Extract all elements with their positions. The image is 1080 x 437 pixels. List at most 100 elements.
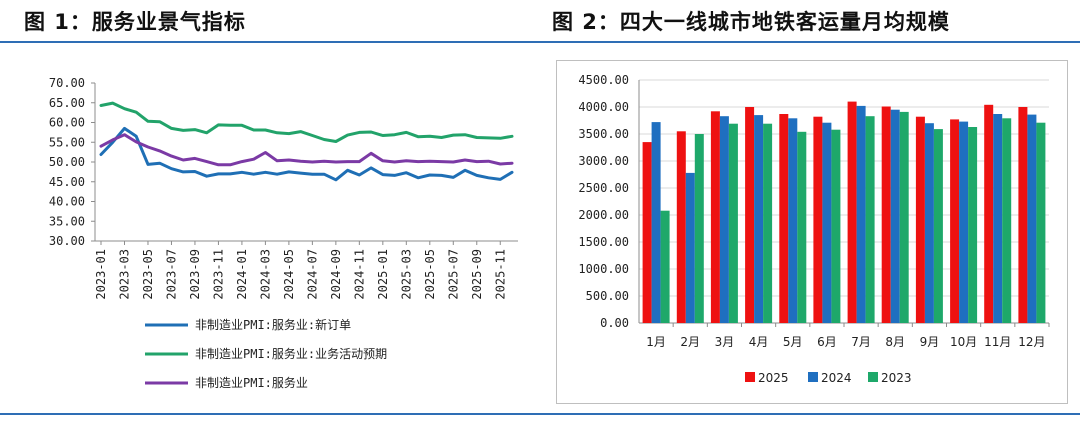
bar-2023-3 xyxy=(728,123,738,323)
x-tick-label: 2023-09 xyxy=(188,249,202,300)
y-tick-label: 0.00 xyxy=(600,316,629,330)
y-tick-label: 4000.00 xyxy=(578,100,629,114)
bar-2025-12 xyxy=(1018,107,1028,323)
right-chart-frame: 0.00 500.00 1000.00 1500.00 2000.00 2500.00 30… xyxy=(556,60,1068,404)
bar-2024-3 xyxy=(719,116,729,323)
x-category-label: 3月 xyxy=(715,335,735,349)
y-tick-label: 3000.00 xyxy=(578,154,629,168)
left-chart-title: 图 1：服务业景气指标 xyxy=(24,10,246,34)
bar-2025-8 xyxy=(881,106,891,323)
bar-2025-9 xyxy=(915,116,925,323)
bar-2023-12 xyxy=(1036,122,1046,323)
bar-2025-5 xyxy=(779,114,789,323)
x-tick-label: 2024-03 xyxy=(258,249,272,300)
x-tick-label: 2023-05 xyxy=(141,249,155,300)
x-tick-label: 2024-09 xyxy=(329,249,343,300)
y-tick-label: 45.00 xyxy=(49,175,85,189)
y-tick-label: 65.00 xyxy=(49,96,85,110)
legend-label-2024: 2024 xyxy=(821,371,852,385)
y-tick-label: 2000.00 xyxy=(578,208,629,222)
y-tick-label: 2500.00 xyxy=(578,181,629,195)
x-category-label: 1月 xyxy=(646,335,666,349)
y-tick-label: 60.00 xyxy=(49,116,85,130)
bar-2025-11 xyxy=(984,104,994,323)
bar-2024-12 xyxy=(1027,114,1037,323)
bar-2024-2 xyxy=(685,172,695,323)
y-tick-label: 55.00 xyxy=(49,135,85,149)
legend-label-2025: 2025 xyxy=(758,371,789,385)
series-line-3 xyxy=(99,133,514,167)
x-tick-label: 2024-05 xyxy=(282,249,296,300)
bar-2025-10 xyxy=(950,119,960,324)
bar-2025-1 xyxy=(642,142,652,323)
y-tick-label: 70.00 xyxy=(49,76,85,90)
left-chart-frame: 30.00 35.00 40.00 45.00 50.00 55.00 60.00 65.00… xyxy=(24,60,531,404)
bar-2025-7 xyxy=(847,101,857,323)
legend-label-1: 非制造业PMI:服务业:新订单 xyxy=(195,317,351,332)
bar-2023-2 xyxy=(694,134,704,323)
bar-2023-9 xyxy=(933,129,943,323)
y-tick-label: 30.00 xyxy=(49,234,85,248)
x-category-label: 10月 xyxy=(950,335,977,349)
y-tick-label: 4500.00 xyxy=(578,73,629,87)
y-tick-label: 1500.00 xyxy=(578,235,629,249)
bar-2024-7 xyxy=(856,105,866,324)
x-tick-label: 2025-09 xyxy=(470,249,484,300)
bar-2023-11 xyxy=(1002,118,1012,323)
y-tick-label: 40.00 xyxy=(49,195,85,209)
bar-2024-5 xyxy=(788,118,798,323)
x-category-label: 11月 xyxy=(984,335,1011,349)
x-category-label: 9月 xyxy=(920,335,940,349)
x-category-label: 4月 xyxy=(749,335,769,349)
x-tick-label: 2023-03 xyxy=(117,249,131,300)
bar-2023-7 xyxy=(865,116,875,323)
x-tick-label: 2023-11 xyxy=(211,249,225,300)
x-tick-label: 2023-01 xyxy=(94,249,108,300)
x-category-label: 5月 xyxy=(783,335,803,349)
x-tick-label: 2025-01 xyxy=(376,249,390,300)
bar-2023-4 xyxy=(763,123,773,323)
legend-swatch-2025 xyxy=(745,372,755,382)
bottom-rule xyxy=(0,413,1080,415)
bar-2025-6 xyxy=(813,116,823,323)
bar-2024-11 xyxy=(993,114,1003,323)
line-chart: 30.00 35.00 40.00 45.00 50.00 55.00 60.00 65.00… xyxy=(49,76,518,390)
x-category-label: 7月 xyxy=(851,335,871,349)
bar-2023-10 xyxy=(968,127,978,323)
x-tick-label: 2025-07 xyxy=(446,249,460,300)
legend-label-2: 非制造业PMI:服务业:业务活动预期 xyxy=(195,346,387,361)
x-tick-label: 2025-03 xyxy=(399,249,413,300)
legend-swatch-2023 xyxy=(868,372,878,382)
x-tick-label: 2025-05 xyxy=(423,249,437,300)
x-tick-label: 2023-07 xyxy=(164,249,178,300)
series-line-1 xyxy=(99,126,514,182)
bar-2023-6 xyxy=(831,129,841,323)
y-tick-label: 1000.00 xyxy=(578,262,629,276)
bar-2024-4 xyxy=(754,115,764,323)
bar-chart: 0.00 500.00 1000.00 1500.00 2000.00 2500.00 30… xyxy=(578,73,1050,385)
x-tick-label: 2024-01 xyxy=(235,249,249,300)
bar-2024-6 xyxy=(822,122,832,323)
top-rule xyxy=(0,41,1080,43)
bar-2024-10 xyxy=(959,121,969,323)
bar-2024-1 xyxy=(651,122,661,323)
x-tick-label: 2024-11 xyxy=(352,249,366,300)
bar-2025-2 xyxy=(676,131,686,323)
legend-label-3: 非制造业PMI:服务业 xyxy=(195,375,308,390)
y-tick-label: 35.00 xyxy=(49,214,85,228)
x-category-label: 8月 xyxy=(885,335,905,349)
right-chart-title: 图 2：四大一线城市地铁客运量月均规模 xyxy=(552,10,950,34)
bar-2025-4 xyxy=(745,107,755,323)
x-category-label: 6月 xyxy=(817,335,837,349)
y-tick-label: 500.00 xyxy=(586,289,629,303)
x-category-label: 12月 xyxy=(1018,335,1045,349)
x-tick-label: 2025-11 xyxy=(493,249,507,300)
bar-2023-5 xyxy=(797,131,807,323)
legend-label-2023: 2023 xyxy=(881,371,912,385)
legend-swatch-2024 xyxy=(808,372,818,382)
bar-2024-9 xyxy=(924,123,934,323)
bar-2023-8 xyxy=(899,111,909,324)
bar-2025-3 xyxy=(710,111,720,323)
x-category-label: 2月 xyxy=(680,335,700,349)
y-tick-label: 50.00 xyxy=(49,155,85,169)
